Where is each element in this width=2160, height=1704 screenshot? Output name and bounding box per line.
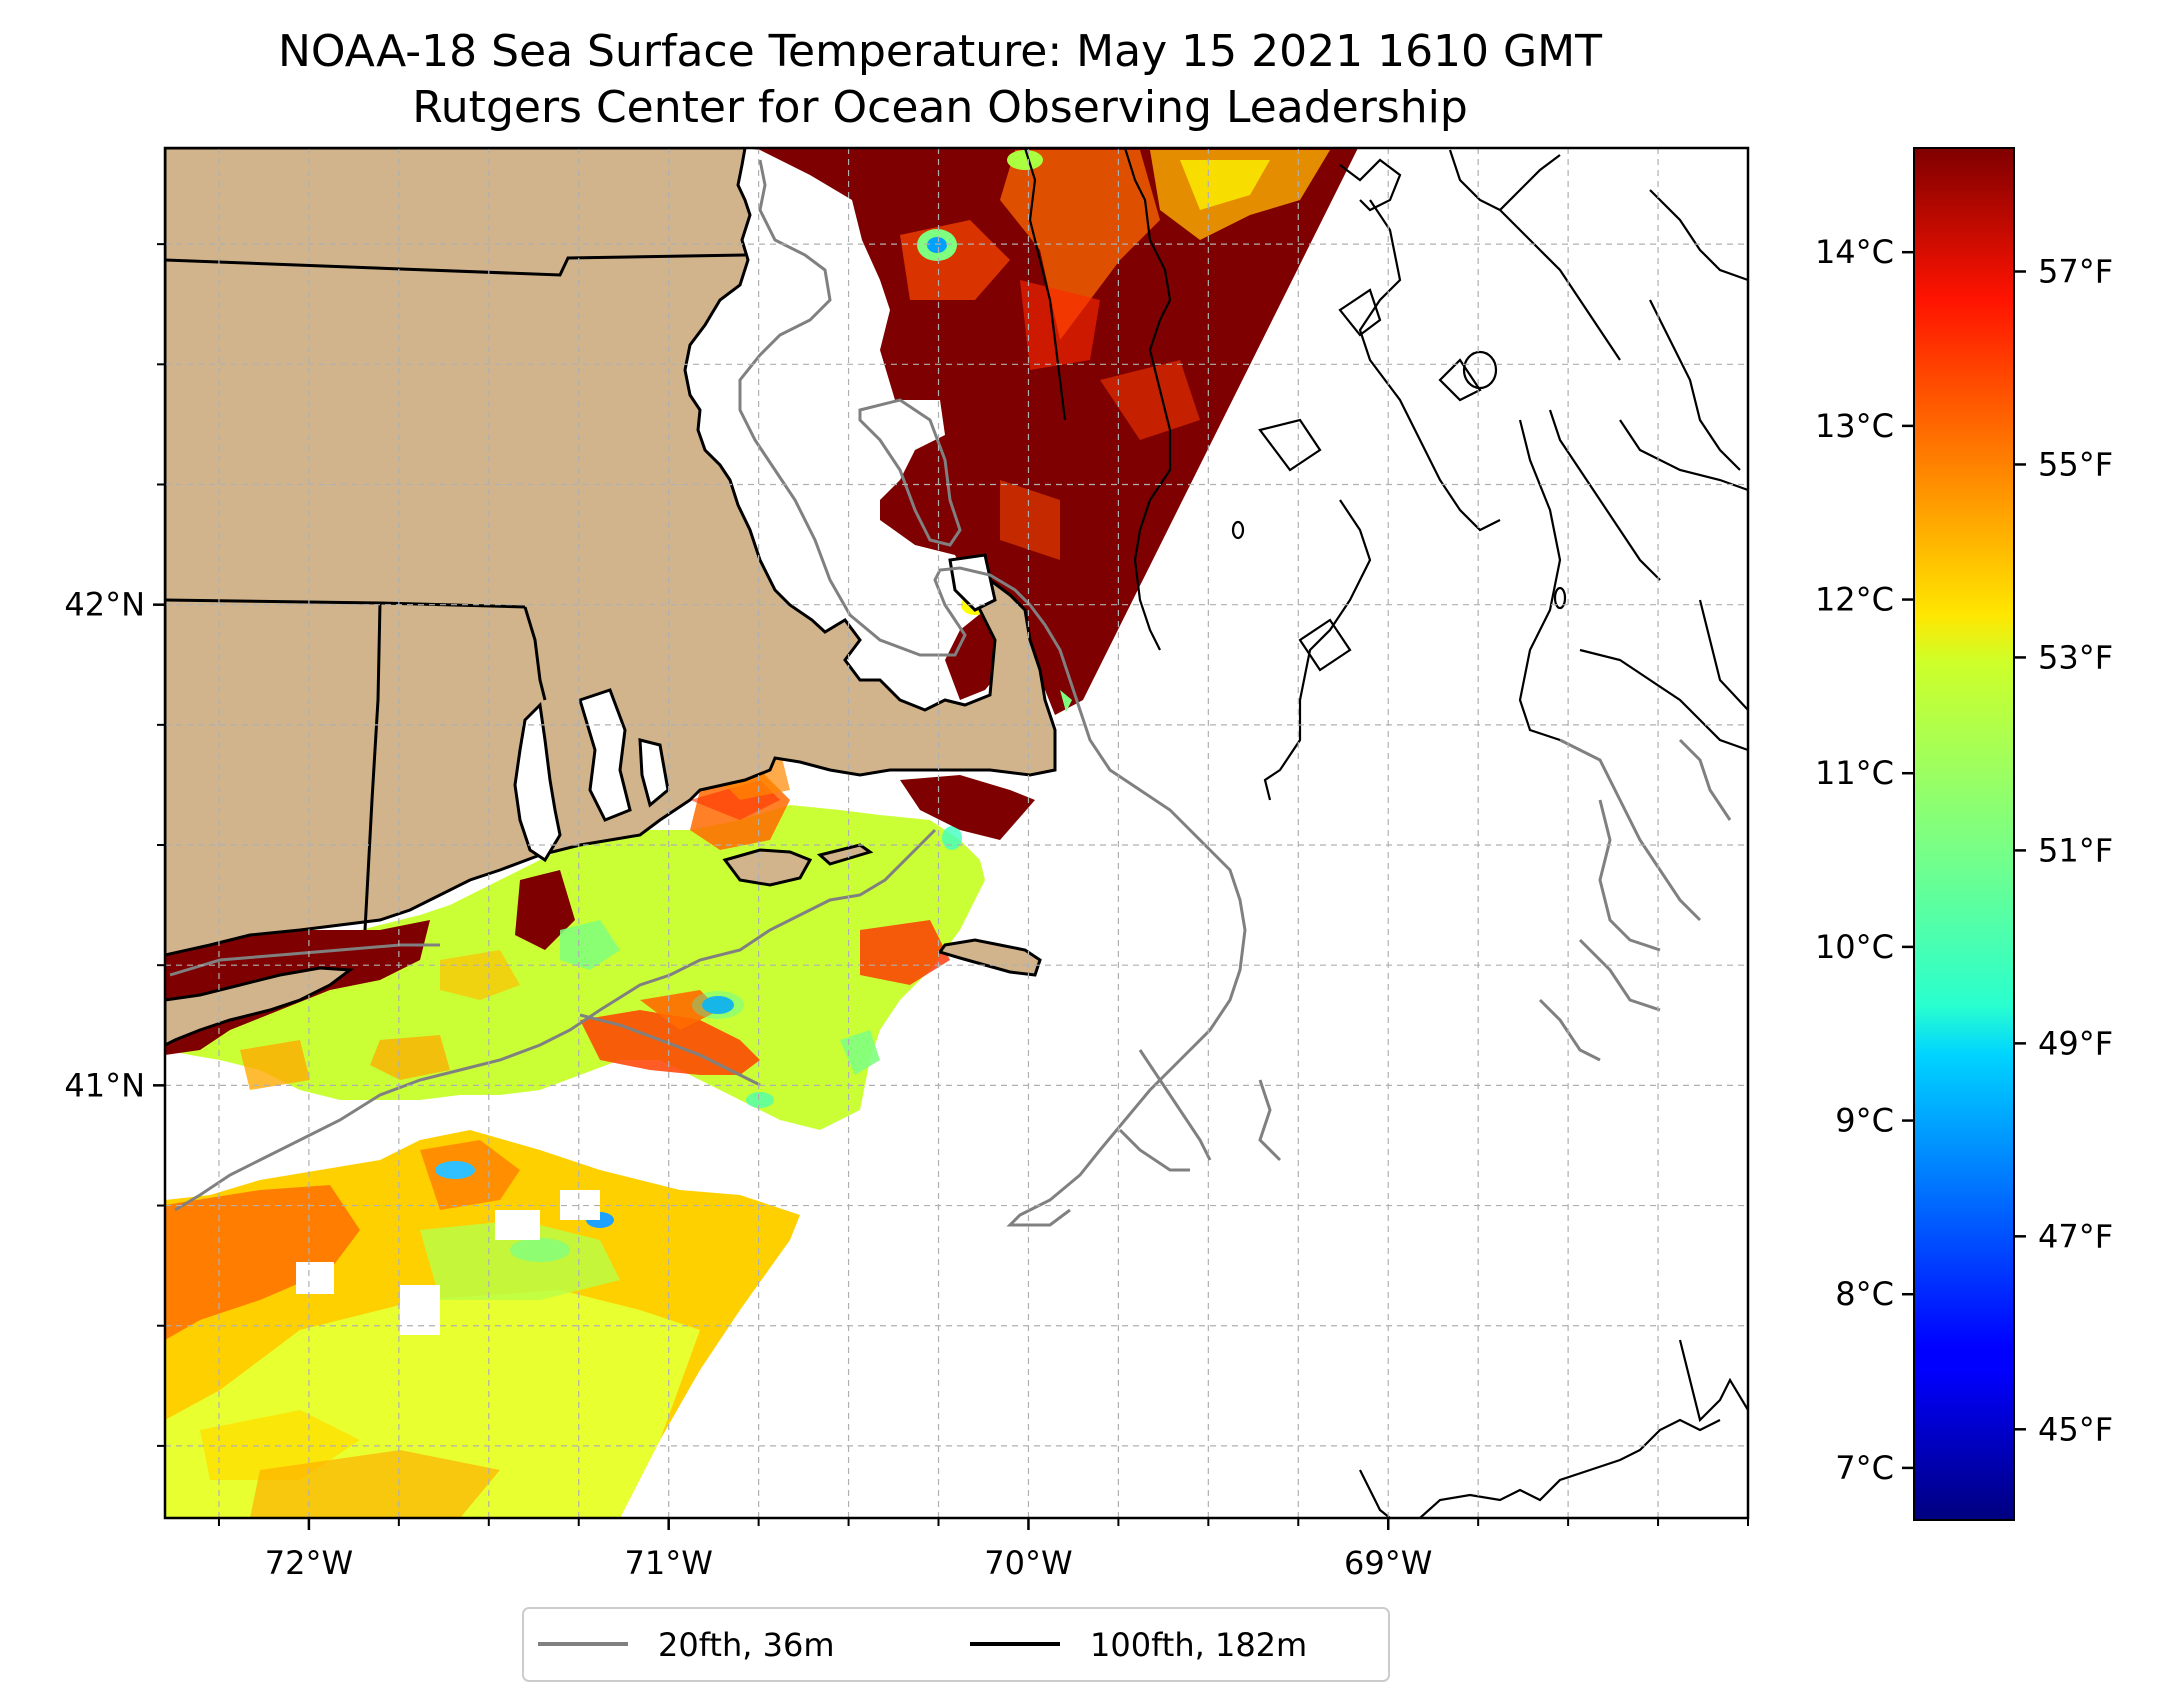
y-tick-label: 41°N xyxy=(64,1066,145,1104)
title-line-2: Rutgers Center for Ocean Observing Leade… xyxy=(412,82,1468,133)
colorbar-fahrenheit-label: 51°F xyxy=(2038,831,2113,869)
colorbar-celsius-label: 7°C xyxy=(1835,1449,1894,1487)
marthas-vineyard xyxy=(722,848,813,887)
colorbar-fahrenheit-label: 49°F xyxy=(2038,1024,2113,1062)
bay-cutouts xyxy=(513,553,997,863)
land-areas xyxy=(165,148,1057,1047)
elizabeth-islands xyxy=(816,843,874,866)
colorbar-fahrenheit-label: 53°F xyxy=(2038,638,2113,676)
long-island-tip xyxy=(165,966,355,1047)
colorbar-fahrenheit-label: 47°F xyxy=(2038,1217,2113,1255)
legend-label-100fth: 100fth, 182m xyxy=(1090,1626,1307,1664)
colorbar-celsius-label: 8°C xyxy=(1835,1275,1894,1313)
x-tick-label: 71°W xyxy=(625,1544,713,1582)
colorbar-fahrenheit-label: 57°F xyxy=(2038,252,2113,290)
colorbar-celsius-label: 13°C xyxy=(1815,407,1894,445)
state-borders xyxy=(165,253,746,931)
legend-label-20fth: 20fth, 36m xyxy=(658,1626,834,1664)
x-axis: 72°W 71°W 70°W 69°W xyxy=(217,1518,1749,1582)
x-tick-label: 70°W xyxy=(984,1544,1072,1582)
y-tick-label: 42°N xyxy=(64,586,145,624)
colorbar: 7°C 8°C 9°C 10°C 11°C 12°C 13°C 14°C 45°F 47°F 49… xyxy=(1815,147,2113,1521)
title-line-1: NOAA-18 Sea Surface Temperature: May 15 … xyxy=(278,26,1602,77)
colorbar-fahrenheit-label: 55°F xyxy=(2038,445,2113,483)
colorbar-celsius-label: 11°C xyxy=(1815,754,1894,792)
colorbar-fahrenheit-axis: 45°F 47°F 49°F 51°F 53°F 55°F 57°F xyxy=(2014,252,2113,1448)
map-panel xyxy=(165,148,1748,1518)
sst-swath-south xyxy=(165,1130,800,1518)
legend: 20fth, 36m 100fth, 182m xyxy=(522,1607,1390,1682)
colorbar-celsius-axis: 7°C 8°C 9°C 10°C 11°C 12°C 13°C 14°C xyxy=(1815,233,1914,1487)
x-tick-label: 72°W xyxy=(265,1544,353,1582)
colorbar-fahrenheit-label: 45°F xyxy=(2038,1410,2113,1448)
map-frame xyxy=(163,146,1750,1520)
x-tick-label: 69°W xyxy=(1344,1544,1432,1582)
colorbar-celsius-label: 14°C xyxy=(1815,233,1894,271)
colorbar-gradient xyxy=(1913,147,2015,1521)
sst-swath-middle xyxy=(165,750,1035,1130)
isobath-100fth xyxy=(1023,148,1748,1518)
nantucket xyxy=(937,938,1042,977)
legend-box xyxy=(522,1607,1390,1682)
isobath-20fth xyxy=(169,159,1732,1227)
colorbar-celsius-label: 10°C xyxy=(1815,928,1894,966)
graticule xyxy=(165,148,1748,1518)
colorbar-celsius-label: 9°C xyxy=(1835,1102,1894,1140)
colorbar-celsius-label: 12°C xyxy=(1815,581,1894,619)
y-axis: 42°N 41°N xyxy=(64,243,165,1447)
